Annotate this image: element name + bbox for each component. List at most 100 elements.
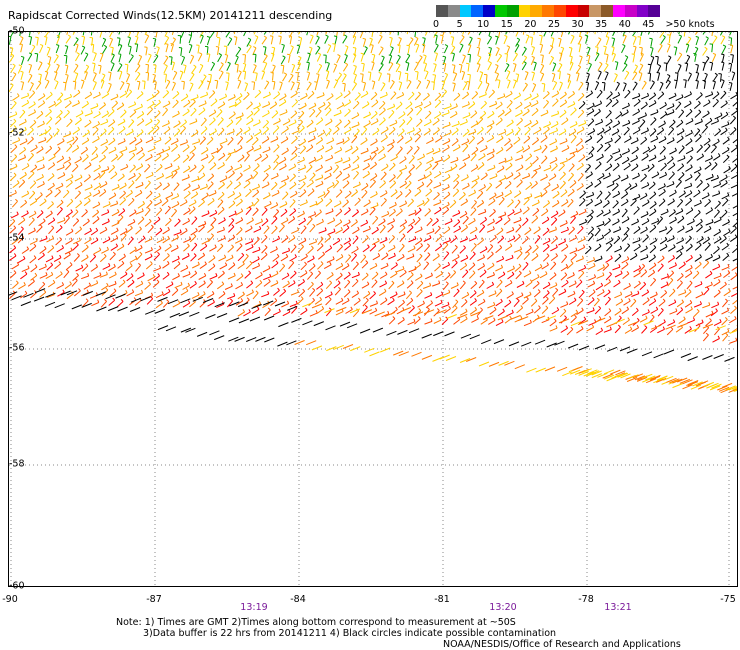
wind-barb-flag	[680, 119, 684, 123]
wind-barb	[35, 194, 43, 201]
wind-barb	[279, 82, 283, 91]
wind-barb	[263, 227, 270, 235]
wind-barb	[108, 149, 117, 154]
wind-barb	[343, 83, 346, 92]
wind-barb	[307, 93, 315, 100]
wind-barb	[665, 63, 668, 72]
wind-barb	[415, 275, 423, 281]
wind-barb	[712, 141, 720, 147]
wind-barb-flag	[22, 179, 26, 183]
wind-barb	[84, 164, 92, 170]
wind-barb-flag	[523, 46, 527, 50]
wind-barb	[621, 235, 629, 242]
wind-barb-flag	[294, 152, 298, 156]
wind-barb	[19, 111, 26, 119]
wind-barb-flag	[141, 289, 144, 293]
wind-barb	[396, 282, 405, 288]
wind-barb-flag	[159, 181, 162, 186]
wind-barb	[90, 32, 93, 36]
wind-barb	[198, 174, 206, 181]
wind-barb-flag	[695, 71, 699, 74]
wind-barb	[362, 63, 365, 72]
wind-barb	[332, 240, 341, 246]
wind-barb-flag	[267, 181, 270, 185]
wind-barb	[174, 284, 183, 289]
wind-barb	[507, 273, 515, 280]
wind-barb	[525, 281, 533, 288]
wind-barb-flag	[159, 163, 163, 167]
wind-barb	[234, 37, 238, 46]
wind-barb-flag	[357, 164, 360, 168]
wind-barb-flag	[282, 55, 286, 58]
wind-barb	[10, 156, 18, 163]
wind-barb	[300, 263, 307, 271]
wind-barb-flag	[98, 91, 101, 95]
wind-barb-flag	[660, 81, 664, 84]
wind-barb-flag	[330, 145, 333, 149]
wind-barb	[549, 274, 557, 281]
wind-barb-flag	[98, 64, 102, 67]
wind-barb	[270, 36, 274, 45]
wind-barb	[560, 191, 568, 198]
wind-barb-flag	[312, 263, 316, 267]
wind-barb	[370, 94, 378, 101]
wind-barb-flag	[591, 146, 595, 149]
wind-barb	[633, 246, 641, 252]
wind-barb	[468, 192, 476, 197]
wind-barb-flag	[536, 280, 540, 284]
wind-barb	[732, 139, 737, 144]
wind-barb	[621, 111, 629, 117]
wind-barb	[423, 245, 430, 253]
wind-barb-flag	[555, 282, 558, 286]
wind-barb-flag	[185, 227, 188, 231]
wind-barb	[603, 220, 611, 227]
wind-barb	[9, 166, 18, 171]
wind-barb	[255, 282, 263, 289]
wind-barb-flag	[608, 110, 612, 113]
wind-barb-flag	[510, 90, 513, 94]
wind-barb	[147, 128, 155, 135]
wind-barb-flag	[519, 217, 522, 221]
wind-barb-flag	[138, 172, 142, 176]
wind-barb-flag	[689, 138, 693, 142]
wind-barb	[29, 122, 37, 129]
wind-barb-flag	[141, 181, 144, 186]
wind-barb-flag	[711, 219, 714, 223]
wind-barb	[469, 253, 476, 261]
wind-barb-flag	[651, 163, 655, 167]
wind-barb	[134, 292, 143, 297]
wind-barb-flag	[176, 244, 179, 249]
wind-barb-flag	[473, 217, 476, 221]
wind-barb	[452, 53, 455, 62]
wind-barb	[426, 159, 434, 164]
wind-barb-flag	[173, 70, 178, 74]
wind-barb	[443, 132, 452, 137]
wind-barb-flag	[656, 109, 659, 113]
wind-barb	[125, 91, 133, 98]
wind-barb-flag	[93, 254, 97, 257]
wind-barb	[352, 36, 357, 45]
wind-barb	[566, 263, 574, 270]
wind-barb	[272, 163, 279, 171]
wind-barb	[262, 55, 268, 63]
wind-barb	[108, 266, 116, 272]
wind-barb	[99, 65, 102, 74]
wind-map-plot[interactable]	[8, 31, 738, 587]
wind-barb-flag	[360, 52, 364, 55]
wind-barb-flag	[296, 81, 300, 84]
legend-swatch	[483, 5, 495, 17]
wind-barb	[531, 139, 539, 146]
wind-barb-flag	[126, 82, 130, 85]
wind-barb-flag	[531, 55, 535, 58]
wind-barb	[496, 55, 503, 63]
wind-barb	[568, 165, 575, 172]
wind-barb	[344, 209, 351, 216]
wind-barb-flag	[467, 101, 470, 105]
wind-barb	[282, 282, 290, 289]
wind-barb	[486, 37, 493, 45]
wind-barb-flag	[495, 64, 499, 67]
wind-barb	[676, 282, 683, 289]
wind-barb	[110, 96, 119, 101]
wind-barb-flag	[13, 172, 17, 176]
wind-barb	[431, 220, 439, 227]
